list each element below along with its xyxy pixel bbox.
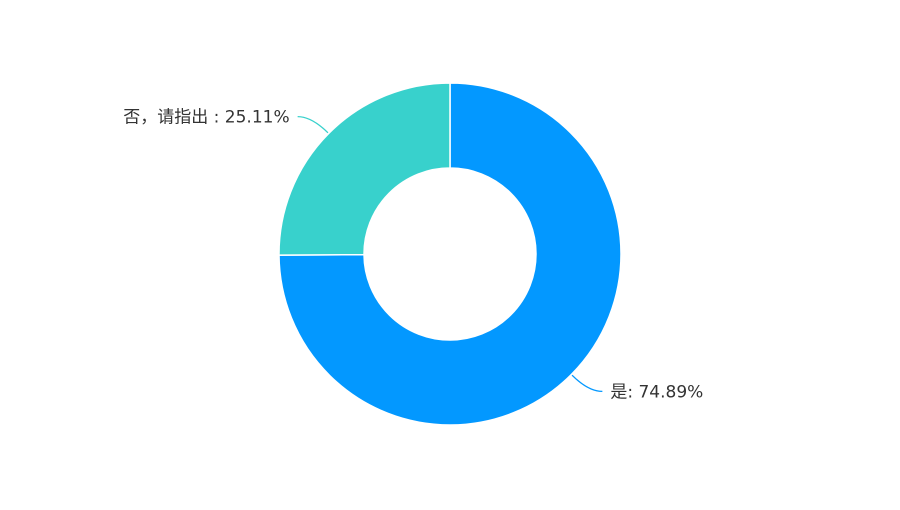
slice-label-1: 否，请指出 : 25.11% — [123, 108, 289, 128]
slice-labels: 是: 74.89% 否，请指出 : 25.11% — [123, 108, 703, 403]
leader-line-1 — [297, 115, 329, 134]
donut-slices — [278, 82, 622, 426]
slice-1[interactable] — [278, 82, 451, 256]
slice-0[interactable] — [278, 82, 622, 426]
leader-lines — [297, 115, 603, 393]
slice-label-0: 是: 74.89% — [610, 382, 703, 402]
leader-line-0 — [571, 374, 603, 393]
